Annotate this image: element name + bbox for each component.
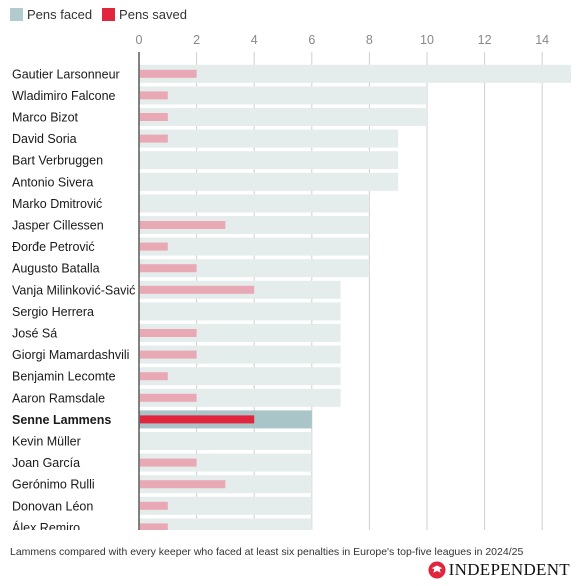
legend-swatch-faced — [10, 8, 23, 21]
x-tick-label: 4 — [251, 33, 258, 47]
x-tick-label: 6 — [308, 33, 315, 47]
bar-pens-faced — [139, 324, 341, 342]
bar-pens-faced — [139, 432, 312, 450]
category-label: Jasper Cillessen — [12, 219, 104, 233]
bar-pens-faced — [139, 388, 341, 407]
category-label: Augusto Batalla — [12, 262, 100, 276]
bar-pens-saved — [140, 501, 168, 510]
eagle-icon — [428, 561, 446, 579]
bar-pens-saved — [140, 264, 197, 273]
x-tick-label: 12 — [478, 33, 492, 47]
bar-pens-saved — [140, 242, 168, 251]
legend-item-faced: Pens faced — [10, 7, 92, 22]
bar-pens-saved — [140, 350, 197, 359]
bar-pens-faced — [139, 86, 427, 105]
bar-pens-faced — [139, 151, 399, 170]
bar-pens-faced — [139, 108, 427, 126]
category-label: Senne Lammens — [12, 413, 111, 427]
category-label: Đorđe Petrović — [12, 240, 95, 254]
bar-pens-faced — [139, 237, 370, 256]
x-tick-label: 0 — [136, 33, 143, 47]
x-tick-label: 14 — [535, 33, 549, 47]
bar-pens-faced — [139, 64, 571, 83]
bar-pens-faced — [139, 194, 370, 213]
category-label: Marco Bizot — [12, 111, 79, 125]
bar-pens-saved — [140, 329, 197, 337]
bar-pens-saved — [140, 134, 168, 143]
bar-pens-saved — [140, 91, 168, 100]
bar-pens-saved — [140, 221, 226, 229]
bar-pens-faced — [139, 453, 312, 472]
bar-pens-saved — [140, 415, 255, 424]
x-tick-label: 8 — [366, 33, 373, 47]
bar-pens-saved — [140, 372, 168, 381]
bar-pens-saved — [140, 523, 168, 530]
bar-pens-faced — [139, 129, 399, 148]
x-tick-label: 10 — [420, 33, 434, 47]
legend-item-saved: Pens saved — [102, 7, 187, 22]
x-tick-label: 2 — [193, 33, 200, 47]
bar-pens-saved — [140, 480, 226, 489]
category-label: Álex Remiro — [12, 520, 80, 530]
category-label: Gautier Larsonneur — [12, 67, 120, 81]
bar-pens-faced — [139, 518, 312, 530]
category-label: Vanja Milinković-Savić — [12, 283, 135, 297]
category-label: Benjamin Lecomte — [12, 370, 116, 384]
logo-text: INDEPENDENT — [448, 560, 570, 579]
category-label: Bart Verbruggen — [12, 154, 103, 168]
category-label: Joan García — [12, 456, 80, 470]
bar-pens-saved — [140, 458, 197, 467]
bar-pens-faced — [139, 367, 341, 386]
bar-pens-saved — [140, 285, 255, 294]
bar-pens-faced — [139, 302, 341, 321]
legend: Pens faced Pens saved — [10, 7, 197, 22]
publisher-logo: INDEPENDENT — [428, 560, 570, 580]
bar-pens-saved — [140, 69, 197, 78]
category-label: Marko Dmitrović — [12, 197, 102, 211]
bar-pens-faced — [139, 216, 370, 234]
legend-swatch-saved — [102, 8, 116, 21]
category-label: Aaron Ramsdale — [12, 391, 105, 405]
legend-label-faced: Pens faced — [27, 7, 93, 22]
bar-pens-faced — [139, 172, 399, 191]
bar-pens-faced — [139, 345, 341, 364]
category-label: Gerónimo Rulli — [12, 478, 95, 492]
legend-label-saved: Pens saved — [119, 7, 187, 22]
category-label: Antonio Sivera — [12, 175, 93, 189]
category-label: Kevin Müller — [12, 435, 81, 449]
bar-pens-saved — [140, 113, 168, 121]
bar-pens-faced — [139, 259, 370, 278]
bar-pens-saved — [140, 393, 197, 402]
chart-caption: Lammens compared with every keeper who f… — [10, 546, 524, 558]
category-label: Sergio Herrera — [12, 305, 94, 319]
category-label: José Sá — [12, 327, 57, 341]
bar-chart: 0 2 4 6 8 10 12 14 Gautier Larsonneur Wladimiro F… — [12, 33, 571, 530]
category-label: Donovan Léon — [12, 499, 93, 513]
category-label: David Soria — [12, 132, 77, 146]
category-label: Wladimiro Falcone — [12, 89, 116, 103]
category-label: Giorgi Mamardashvili — [12, 348, 129, 362]
bar-pens-faced — [139, 496, 312, 515]
